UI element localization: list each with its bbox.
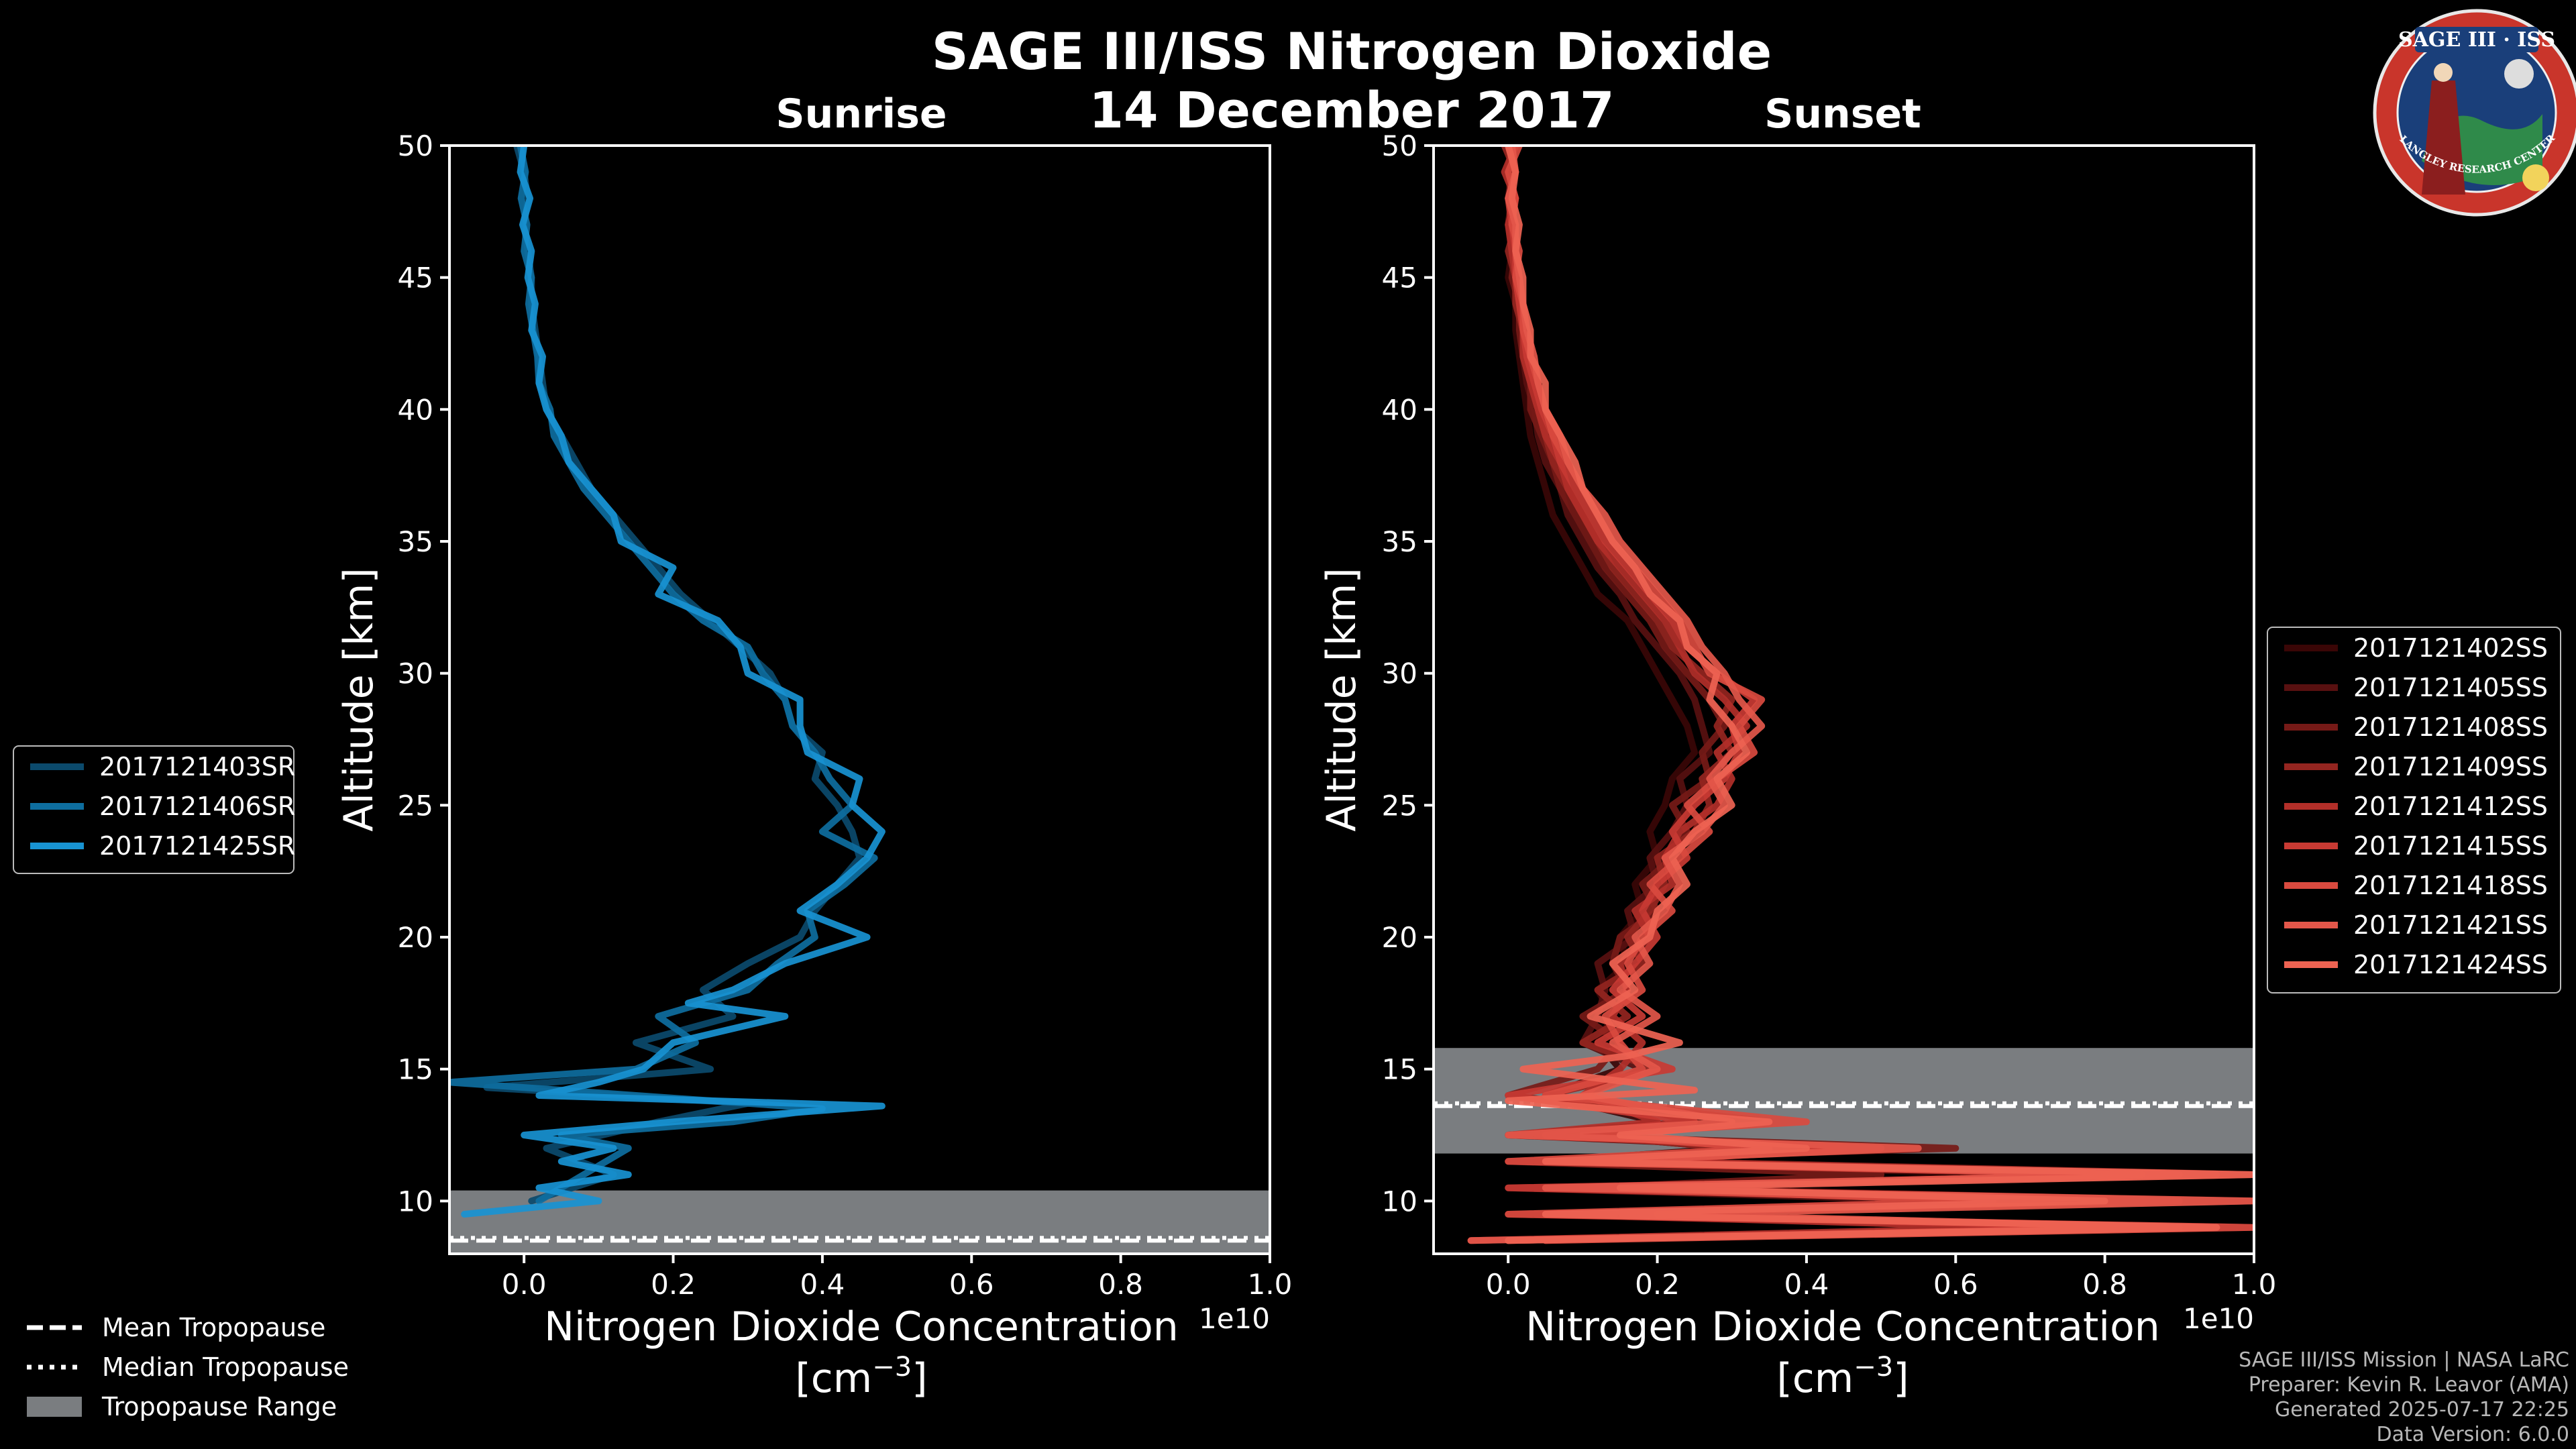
sunrise-x-multiplier: 1e10 (1199, 1302, 1270, 1335)
x-tick-label: 0.8 (1098, 1268, 1143, 1301)
credits: SAGE III/ISS Mission | NASA LaRC Prepare… (2239, 1348, 2569, 1446)
figure-head-icon (2434, 63, 2453, 82)
legend-label-2017121408SS: 2017121408SS (2353, 712, 2548, 742)
y-tick-label: 20 (398, 921, 433, 954)
y-tick-label: 40 (398, 393, 433, 426)
x-tick-label: 0.2 (1635, 1268, 1680, 1301)
legend-label-2017121415SS: 2017121415SS (2353, 831, 2548, 861)
y-tick-label: 35 (1382, 525, 1417, 558)
x-tick-label: 0.0 (502, 1268, 547, 1301)
x-tick-label: 0.8 (2082, 1268, 2127, 1301)
sunrise-x-axis-label: Nitrogen Dioxide Concentration (544, 1303, 1179, 1350)
unit-base: [cm (1776, 1355, 1854, 1402)
sunset-x-axis-label: Nitrogen Dioxide Concentration (1525, 1303, 2160, 1350)
y-tick-label: 25 (398, 789, 433, 822)
y-tick-label: 20 (1382, 921, 1417, 954)
unit-close: ] (1893, 1355, 1909, 1402)
sunset-x-multiplier: 1e10 (2183, 1302, 2254, 1335)
mean-tropopause-label: Mean Tropopause (102, 1313, 325, 1342)
sunrise-x-axis-unit: [cm−3] (795, 1352, 927, 1402)
unit-exponent: −3 (872, 1352, 912, 1383)
legend-label-2017121425SR: 2017121425SR (99, 831, 295, 861)
tropopause-range-label: Tropopause Range (101, 1392, 337, 1421)
legend-box (13, 745, 294, 874)
y-tick-label: 15 (398, 1053, 433, 1086)
unit-base: [cm (795, 1355, 872, 1402)
y-tick-label: 45 (1382, 262, 1417, 294)
unit-close: ] (912, 1355, 927, 1402)
y-tick-label: 45 (398, 262, 433, 294)
y-tick-label: 25 (1382, 789, 1417, 822)
y-tick-label: 35 (398, 525, 433, 558)
tropopause-range (449, 1190, 1270, 1254)
sunset-axes-frame (1432, 144, 2255, 1255)
credit-preparer: Preparer: Kevin R. Leavor (AMA) (2249, 1373, 2569, 1397)
sunset-y-axis-label: Altitude [km] (1318, 568, 1365, 832)
y-tick-label: 10 (1382, 1185, 1417, 1218)
chart-date: 14 December 2017 (1089, 82, 1615, 140)
figure-icon (2422, 80, 2465, 195)
x-tick-label: 0.6 (949, 1268, 994, 1301)
series-line-2017121425SR (461, 146, 885, 1218)
x-tick-label: 0.6 (1933, 1268, 1978, 1301)
y-tick-label: 10 (398, 1185, 433, 1218)
sunset-plot: 10 15 20 25 30 35 40 45 50 0.0 0.2 0.4 0.6 0.8 1.0 Al… (1318, 129, 2276, 1402)
series-line-2017121424SS (1505, 146, 2254, 1244)
legend-label-2017121406SR: 2017121406SR (99, 792, 295, 821)
credit-generated: Generated 2025-07-17 22:25 (2275, 1398, 2569, 1421)
legend-label-2017121421SS: 2017121421SS (2353, 910, 2548, 940)
credit-data-version: Data Version: 6.0.0 (2377, 1423, 2569, 1446)
median-tropopause-label: Median Tropopause (102, 1352, 349, 1382)
chart-title: SAGE III/ISS Nitrogen Dioxide (932, 21, 1772, 81)
legend-label-2017121418SS: 2017121418SS (2353, 871, 2548, 900)
x-tick-label: 0.4 (1784, 1268, 1829, 1301)
sun-icon (2522, 164, 2549, 191)
sunrise-panel-subtitle: Sunrise (775, 91, 947, 138)
legend-label-2017121405SS: 2017121405SS (2353, 673, 2548, 702)
x-tick-label: 0.0 (1486, 1268, 1531, 1301)
legend-box (2267, 627, 2561, 994)
legend-label-2017121424SS: 2017121424SS (2353, 950, 2548, 979)
y-tick-label: 30 (1382, 657, 1417, 690)
legend-label-2017121412SS: 2017121412SS (2353, 792, 2548, 821)
x-tick-label: 1.0 (1248, 1268, 1293, 1301)
y-tick-label: 40 (1382, 393, 1417, 426)
logo-banner (2415, 27, 2538, 52)
legend-label-2017121402SS: 2017121402SS (2353, 633, 2548, 663)
y-tick-label: 15 (1382, 1053, 1417, 1086)
y-tick-label: 30 (398, 657, 433, 690)
legend-label-2017121409SS: 2017121409SS (2353, 752, 2548, 782)
x-tick-label: 0.4 (800, 1268, 845, 1301)
x-tick-label: 1.0 (2232, 1268, 2277, 1301)
series-line-2017121406SR (449, 146, 878, 1205)
logo-title: SAGE III · ISS (2398, 28, 2555, 52)
unit-exponent: −3 (1854, 1352, 1893, 1383)
sunrise-axes-frame (448, 144, 1271, 1255)
sunset-x-axis-unit: [cm−3] (1776, 1352, 1909, 1402)
x-tick-label: 0.2 (651, 1268, 696, 1301)
tropopause-range-swatch (27, 1397, 82, 1417)
legend-label-2017121403SR: 2017121403SR (99, 752, 295, 782)
sunset-panel-subtitle: Sunset (1764, 91, 1921, 138)
moon-icon (2504, 59, 2534, 89)
sunset-legend: 2017121402SS 2017121405SS 2017121408SS 2017… (2267, 627, 2561, 994)
sunrise-legend: 2017121403SR 2017121406SR 2017121425SR (13, 745, 295, 874)
sunrise-plot: 10 15 20 25 30 35 40 45 50 0.0 0.2 0.4 0.6 0.8 1.0 Al… (335, 129, 1292, 1402)
sunrise-y-axis-label: Altitude [km] (335, 568, 382, 832)
y-tick-label: 50 (398, 129, 433, 162)
credit-mission: SAGE III/ISS Mission | NASA LaRC (2239, 1348, 2569, 1372)
tropopause-legend: Mean Tropopause Median Tropopause Tropop… (27, 1313, 349, 1421)
y-tick-label: 50 (1382, 129, 1417, 162)
